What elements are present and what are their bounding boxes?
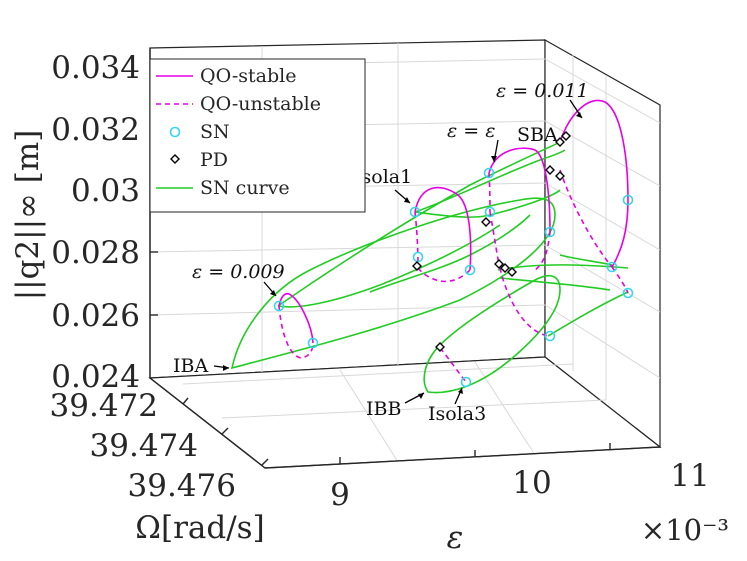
z-tick-label: 0.032 (51, 112, 140, 148)
legend-swatch-pd (170, 154, 180, 164)
grid-z-0028 (149, 244, 546, 253)
legend-label: SN (200, 121, 230, 143)
sn-marker (412, 251, 424, 263)
pd-marker (555, 171, 565, 181)
annotation-eps-sba-subscript: SBA (517, 124, 558, 146)
pd-marker (561, 131, 571, 141)
sn-marker (483, 167, 495, 179)
x-tick-label: 11 (670, 458, 709, 494)
legend-label: QO-unstable (200, 93, 321, 115)
x-axis-line (264, 446, 661, 469)
y-tick-label: 39.474 (90, 428, 198, 464)
y-axis-title: Ω[rad/s] (135, 510, 264, 546)
legend-label: SN curve (200, 177, 290, 199)
sn-markers (273, 167, 634, 388)
isola-eps-0009-unstable (278, 305, 314, 359)
sn-marker (544, 330, 556, 342)
sn-marker (460, 376, 472, 388)
sn-curve-right (497, 254, 629, 337)
x-tick-label: 10 (512, 465, 551, 501)
y-tick-labels: 39.472 39.474 39.476 (50, 388, 236, 504)
sn-marker (606, 261, 618, 273)
sn-marker (464, 264, 476, 276)
isola-eps-0011-stable (559, 99, 629, 268)
grid-z-0026 (149, 304, 546, 316)
z-tick-label: 0.034 (51, 50, 140, 86)
annotation-iba: IBA (173, 355, 208, 377)
grid-floor-y1 (182, 363, 574, 385)
z-tick-label: 0.028 (51, 235, 140, 271)
z-tick-label: 0.024 (51, 359, 140, 395)
pd-marker (494, 259, 504, 269)
grid-floor-x9 (339, 369, 399, 463)
z-axis-title: ||q2||∞ [m] (10, 130, 46, 301)
y-tick-3 (261, 458, 269, 466)
sn-marker (307, 337, 319, 349)
sn-marker (622, 287, 634, 299)
pd-markers (412, 131, 571, 352)
legend-label: PD (200, 149, 228, 171)
sn-marker (484, 206, 496, 218)
legend-label: QO-stable (200, 65, 296, 87)
isola-3-unstable (439, 267, 549, 383)
pd-marker (500, 263, 510, 273)
pd-marker (435, 342, 445, 352)
isola-sba-stable (488, 147, 551, 233)
y-tick-1 (182, 397, 189, 405)
z-tick-labels: 0.034 0.032 0.03 0.028 0.026 0.024 (51, 50, 140, 395)
annotation-eps-sba: ε = ε (447, 120, 495, 142)
annotation-arrowhead (491, 156, 497, 162)
annotation-arrowhead (418, 393, 424, 399)
x-axis-exponent: ×10⁻³ (641, 513, 729, 547)
isola-1-stable (414, 186, 472, 271)
annotation-isola3: Isola3 (428, 403, 486, 425)
grid-floor-y2 (221, 399, 607, 419)
sn-curve-band-2 (414, 149, 566, 218)
isola-eps-0011-unstable (559, 169, 629, 294)
z-tick-label: 0.03 (71, 173, 140, 209)
annotation-arrowhead (576, 112, 582, 118)
annotation-arrowhead (270, 290, 276, 296)
annotation-arrowhead (458, 388, 463, 394)
grid-z-003-side (544, 182, 661, 251)
pd-marker (412, 261, 422, 271)
legend-swatch-sn (169, 126, 181, 138)
legend: QO-stable QO-unstable SN PD SN curve (149, 58, 366, 213)
annotation-arrowhead (223, 365, 229, 371)
y-tick-label: 39.472 (50, 388, 158, 424)
pd-marker (555, 137, 565, 147)
annotation-eps-0009: ε = 0.009 (192, 261, 285, 283)
sn-marker (273, 300, 285, 312)
grid-z-0026-side (544, 304, 661, 379)
annotation-ibb: IBB (366, 398, 401, 420)
y-axis-line (149, 377, 266, 469)
pd-marker (507, 267, 517, 277)
pd-marker (481, 217, 491, 227)
x-tick-labels: 9 10 11 (330, 458, 710, 513)
sn-marker (544, 226, 556, 238)
pd-marker (545, 165, 555, 175)
y-tick-2 (221, 427, 229, 435)
x-axis-title: ε (447, 520, 464, 556)
grid-z-0034-side (544, 58, 661, 124)
z-tick-label: 0.026 (51, 298, 140, 334)
isola-eps-0009-stable (278, 292, 314, 344)
y-tick-label: 39.476 (128, 468, 236, 504)
isola-1-unstable (414, 211, 471, 283)
annotation-eps-0011: ε = 0.011 (496, 80, 589, 102)
sn-marker (409, 206, 421, 218)
x-tick-label: 9 (330, 477, 350, 513)
annotations: ε = 0.011 ε = ε SBA Isola1 ε = 0.009 IBA… (173, 80, 589, 425)
annotation-arrowhead (404, 197, 410, 203)
legend-box (149, 58, 366, 213)
sn-marker (622, 194, 634, 206)
annotation-isola1: Isola1 (354, 166, 412, 188)
